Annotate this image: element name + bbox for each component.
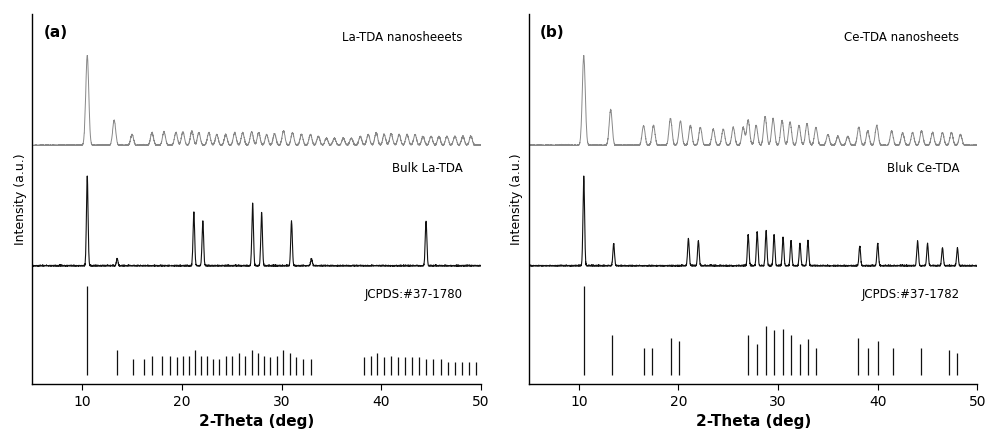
X-axis label: 2-Theta (deg): 2-Theta (deg) <box>199 414 314 429</box>
Y-axis label: Intensity (a.u.): Intensity (a.u.) <box>510 153 523 245</box>
Text: JCPDS:#37-1780: JCPDS:#37-1780 <box>365 288 463 301</box>
Text: Ce-TDA nanosheets: Ce-TDA nanosheets <box>844 31 959 43</box>
Text: (a): (a) <box>44 25 68 40</box>
Text: (b): (b) <box>540 25 565 40</box>
X-axis label: 2-Theta (deg): 2-Theta (deg) <box>696 414 811 429</box>
Y-axis label: Intensity (a.u.): Intensity (a.u.) <box>14 153 27 245</box>
Text: Bluk Ce-TDA: Bluk Ce-TDA <box>887 162 959 175</box>
Text: Bulk La-TDA: Bulk La-TDA <box>392 162 463 175</box>
Text: La-TDA nanosheeets: La-TDA nanosheeets <box>342 31 463 43</box>
Text: JCPDS:#37-1782: JCPDS:#37-1782 <box>861 288 959 301</box>
